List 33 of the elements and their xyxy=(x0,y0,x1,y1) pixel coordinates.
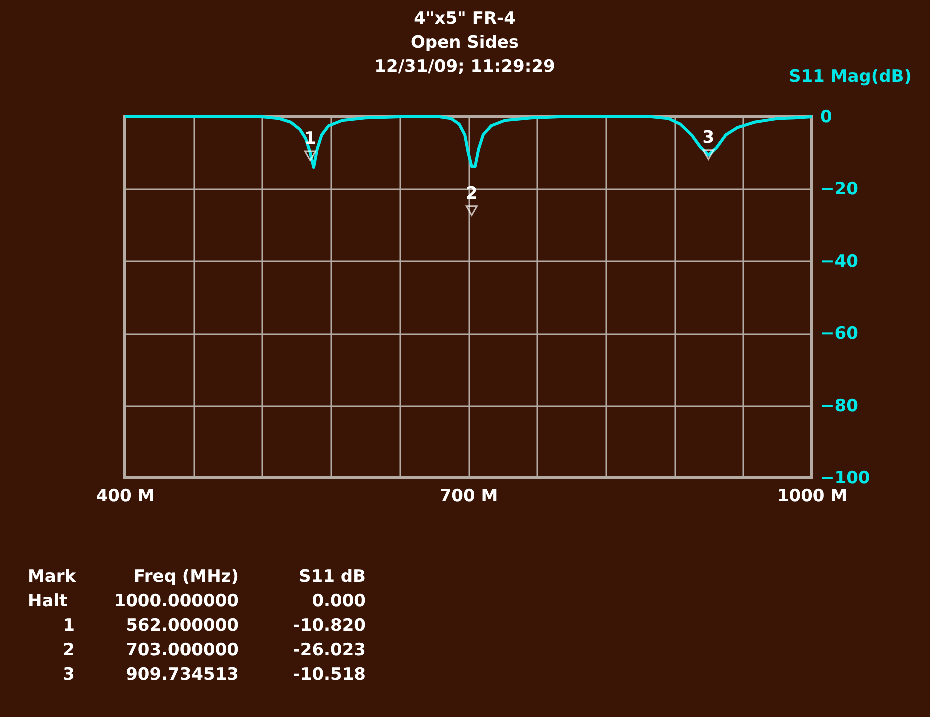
x-tick-label: 1000 M xyxy=(777,486,848,506)
text: 3 xyxy=(63,665,75,685)
text: 2 xyxy=(63,640,75,660)
y-tick-label: −80 xyxy=(820,396,859,416)
text: -10.518 xyxy=(293,665,366,685)
y-tick-label: −60 xyxy=(820,324,859,344)
text: 1 xyxy=(63,616,75,636)
x-tick-label: 400 M xyxy=(96,486,155,506)
y-tick-label: −100 xyxy=(820,468,870,488)
annotation: 1 xyxy=(304,129,316,150)
point xyxy=(702,150,715,160)
x-tick-label: 700 M xyxy=(440,486,498,506)
text: Halt xyxy=(28,592,68,612)
text: Freq (MHz) xyxy=(134,567,239,587)
text: 909.734513 xyxy=(126,665,239,685)
y-axis-title: S11 Mag(dB) xyxy=(788,67,912,87)
text: 0.000 xyxy=(312,592,366,612)
chart-title: 4"x5" FR-4 xyxy=(414,9,516,29)
annotation: 3 xyxy=(702,128,715,148)
line-series xyxy=(124,116,814,170)
text: 703.000000 xyxy=(126,640,240,660)
text: -10.820 xyxy=(293,616,366,636)
y-tick-label: −40 xyxy=(820,252,859,272)
point xyxy=(466,206,478,216)
text: 1000.000000 xyxy=(114,592,240,612)
chart-subtitle: Open Sides 12/31/09; 11:29:29 xyxy=(374,33,556,77)
text: Mark xyxy=(28,567,77,587)
y-tick-label: −20 xyxy=(820,180,859,200)
point xyxy=(304,150,316,162)
y-tick-label: 0 xyxy=(820,108,832,128)
text: S11 dB xyxy=(299,567,366,587)
text: -26.023 xyxy=(293,640,366,660)
text: 562.000000 xyxy=(126,616,240,636)
